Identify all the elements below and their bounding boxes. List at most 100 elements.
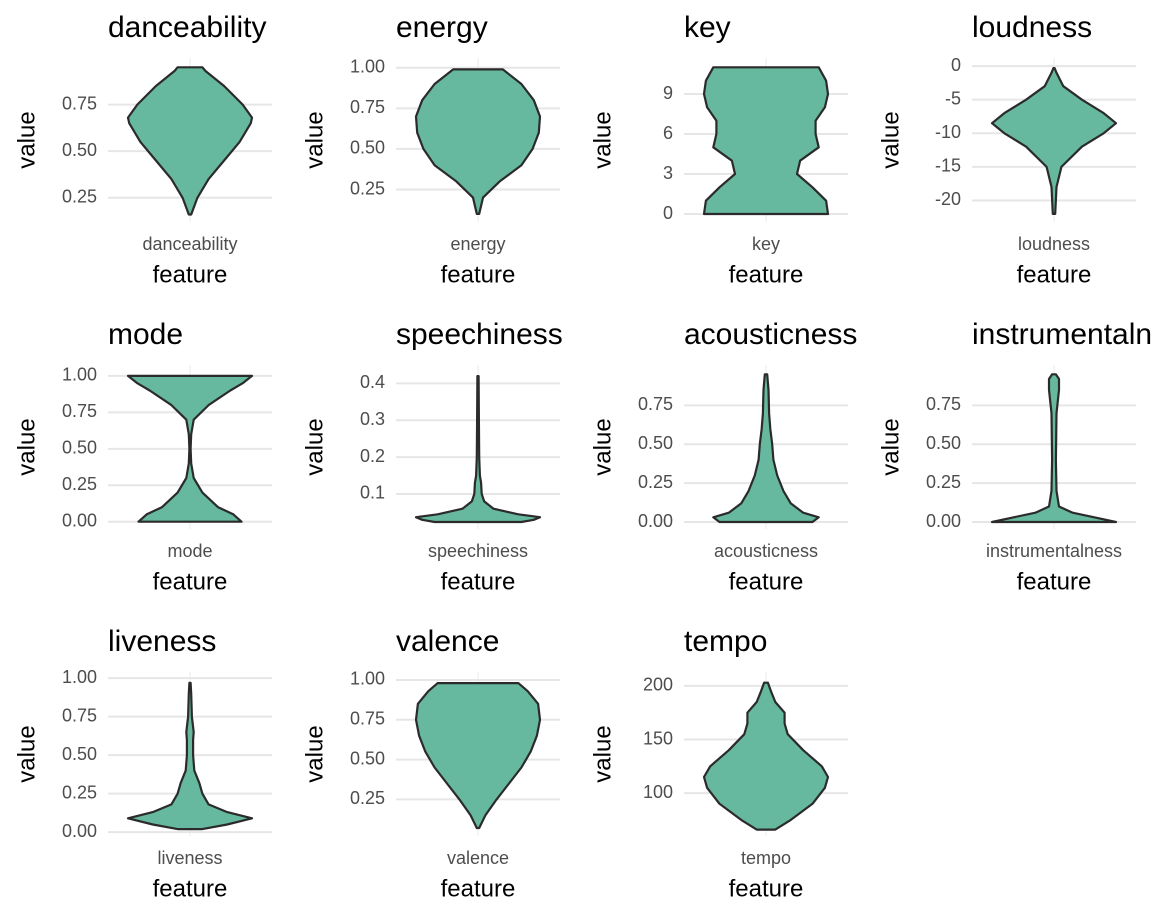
y-axis-label: value <box>301 111 328 168</box>
x-tick-label: valence <box>447 848 509 868</box>
y-tick-label: 3 <box>663 163 673 183</box>
panel-title: key <box>684 11 731 44</box>
x-tick-label: speechiness <box>428 541 528 561</box>
panel-title: speechiness <box>396 318 563 351</box>
y-tick-label: -5 <box>945 88 961 108</box>
y-tick-label: 0.00 <box>62 510 97 530</box>
y-tick-label: 1.00 <box>62 667 97 687</box>
y-tick-label: 0.4 <box>360 372 385 392</box>
y-tick-label: 0 <box>663 203 673 223</box>
y-tick-label: 0.25 <box>638 472 673 492</box>
y-tick-label: 0.75 <box>638 394 673 414</box>
y-tick-label: 150 <box>643 728 673 748</box>
x-tick-label: liveness <box>157 848 222 868</box>
x-tick-label: key <box>752 234 780 254</box>
panel-title: energy <box>396 11 488 44</box>
panel-title: liveness <box>108 625 216 658</box>
x-tick-label: tempo <box>741 848 791 868</box>
y-tick-label: 0.75 <box>62 705 97 725</box>
violin <box>126 681 254 831</box>
y-tick-label: 0.3 <box>360 409 385 429</box>
y-tick-label: 0.25 <box>62 187 97 207</box>
violin <box>126 66 254 216</box>
y-tick-label: 0.25 <box>62 782 97 802</box>
x-axis-label: feature <box>441 261 516 288</box>
y-tick-label: 0.50 <box>926 433 961 453</box>
y-axis-label: value <box>589 418 616 475</box>
violin <box>414 375 542 524</box>
violin <box>126 374 254 523</box>
y-axis-label: value <box>877 418 904 475</box>
y-tick-label: 9 <box>663 83 673 103</box>
x-axis-label: feature <box>441 568 516 595</box>
x-tick-label: instrumentalness <box>986 541 1122 561</box>
y-tick-label: 1.00 <box>350 669 385 689</box>
x-axis-label: feature <box>729 875 804 902</box>
y-tick-label: 0.75 <box>62 401 97 421</box>
y-tick-label: 0.75 <box>350 97 385 117</box>
y-tick-label: 6 <box>663 123 673 143</box>
x-tick-label: energy <box>450 234 505 254</box>
y-tick-label: 0.2 <box>360 446 385 466</box>
y-tick-label: 1.00 <box>62 365 97 385</box>
x-tick-label: mode <box>167 541 212 561</box>
y-axis-label: value <box>877 111 904 168</box>
x-axis-label: feature <box>1017 261 1092 288</box>
y-tick-label: -15 <box>935 156 961 176</box>
y-tick-label: 0.50 <box>350 748 385 768</box>
x-tick-label: loudness <box>1018 234 1090 254</box>
y-tick-label: 200 <box>643 675 673 695</box>
x-axis-label: feature <box>153 568 228 595</box>
violin <box>990 373 1118 524</box>
x-axis-label: feature <box>729 568 804 595</box>
violin <box>414 682 542 830</box>
y-tick-label: 0.00 <box>926 511 961 531</box>
y-tick-label: 0.50 <box>62 438 97 458</box>
violin <box>702 66 830 216</box>
panel-title: valence <box>396 625 499 658</box>
x-axis-label: feature <box>441 875 516 902</box>
violin <box>990 67 1118 215</box>
panel-title: mode <box>108 318 183 351</box>
violin <box>414 68 542 215</box>
y-axis-label: value <box>13 725 40 782</box>
y-axis-label: value <box>589 111 616 168</box>
y-tick-label: 0.1 <box>360 483 385 503</box>
y-tick-label: -10 <box>935 122 961 142</box>
panel-title: acousticness <box>684 318 857 351</box>
y-tick-label: 0.00 <box>638 511 673 531</box>
y-tick-label: 0.25 <box>350 788 385 808</box>
y-tick-label: 0.75 <box>926 394 961 414</box>
violin <box>712 373 820 524</box>
panel-title: loudness <box>972 11 1092 44</box>
y-axis-label: value <box>589 725 616 782</box>
y-tick-label: 0.75 <box>350 709 385 729</box>
x-tick-label: acousticness <box>714 541 818 561</box>
y-tick-label: 0.75 <box>62 93 97 113</box>
y-axis-label: value <box>301 725 328 782</box>
y-tick-label: 0 <box>951 55 961 75</box>
y-axis-label: value <box>13 418 40 475</box>
panel-title: instrumentalness <box>972 318 1152 351</box>
x-axis-label: feature <box>729 261 804 288</box>
y-tick-label: 0.50 <box>638 433 673 453</box>
y-tick-label: 0.25 <box>350 178 385 198</box>
x-axis-label: feature <box>153 261 228 288</box>
y-tick-label: 100 <box>643 782 673 802</box>
y-tick-label: 0.25 <box>926 472 961 492</box>
y-tick-label: -20 <box>935 189 961 209</box>
panel-title: tempo <box>684 625 767 658</box>
y-tick-label: 0.50 <box>62 140 97 160</box>
panel-title: danceability <box>108 11 266 44</box>
x-axis-label: feature <box>153 875 228 902</box>
y-axis-label: value <box>13 111 40 168</box>
y-tick-label: 1.00 <box>350 56 385 76</box>
x-tick-label: danceability <box>142 234 237 254</box>
y-tick-label: 0.25 <box>62 474 97 494</box>
y-tick-label: 0.50 <box>350 138 385 158</box>
violin <box>702 681 830 831</box>
y-tick-label: 0.00 <box>62 821 97 841</box>
x-axis-label: feature <box>1017 568 1092 595</box>
